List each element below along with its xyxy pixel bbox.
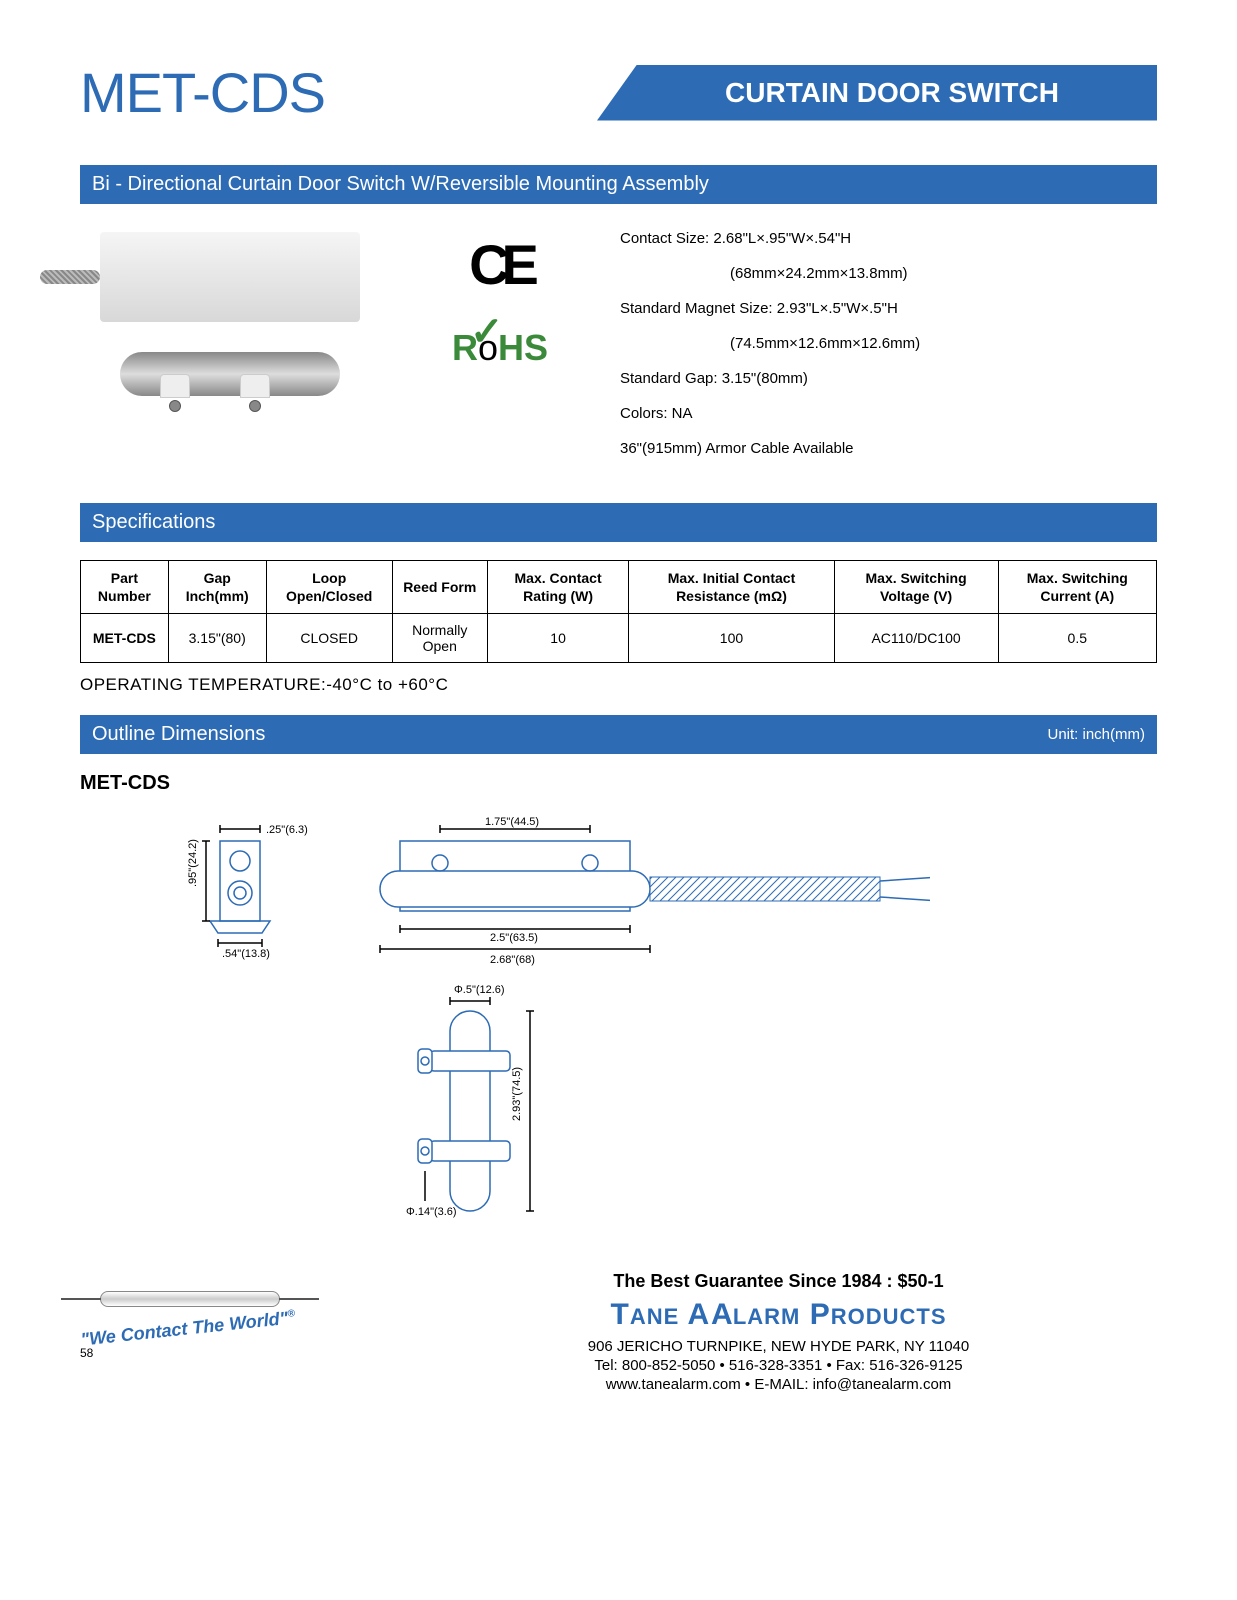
specifications-header: Specifications: [80, 503, 1157, 542]
svg-text:Φ.5"(12.6): Φ.5"(12.6): [454, 984, 505, 996]
standard-gap: Standard Gap: 3.15"(80mm): [620, 368, 1157, 389]
contact-size-mm: (68mm×24.2mm×13.8mm): [620, 263, 1157, 284]
footer-web: www.tanealarm.com • E-MAIL: info@taneala…: [400, 1376, 1157, 1393]
reed-switch-icon: [100, 1291, 280, 1307]
description-bar: Bi - Directional Curtain Door Switch W/R…: [80, 165, 1157, 204]
colors: Colors: NA: [620, 403, 1157, 424]
overview-row: CE ✓ RoHS Contact Size: 2.68"L×.95"W×.54…: [80, 222, 1157, 473]
col-reed: Reed Form: [392, 561, 487, 614]
outline-subhead: MET-CDS: [80, 772, 1157, 795]
contact-image: [100, 232, 360, 322]
svg-text:2.93"(74.5): 2.93"(74.5): [511, 1067, 523, 1121]
svg-text:.95"(24.2): .95"(24.2): [187, 839, 199, 887]
col-current: Max. Switching Current (A): [998, 561, 1156, 614]
slogan-text: "We Contact The World": [80, 1308, 289, 1350]
header-row: MET-CDS CURTAIN DOOR SWITCH: [80, 60, 1157, 125]
cell-partnum: MET-CDS: [81, 614, 169, 663]
title-banner: CURTAIN DOOR SWITCH: [597, 65, 1157, 121]
magnet-size: Standard Magnet Size: 2.93"L×.5"W×.5"H: [620, 298, 1157, 319]
col-loop: Loop Open/Closed: [266, 561, 392, 614]
svg-text:.54"(13.8): .54"(13.8): [222, 948, 270, 960]
cell-rating: 10: [487, 614, 629, 663]
footer: "We Contact The World"® 58 The Best Guar…: [80, 1271, 1157, 1395]
checkmark-icon: ✓: [470, 309, 504, 355]
ce-mark-icon: CE: [469, 232, 531, 297]
spec-row: MET-CDS 3.15"(80) CLOSED Normally Open 1…: [81, 614, 1157, 663]
magnet-clip: [240, 374, 268, 418]
contact-size: Contact Size: 2.68"L×.95"W×.54"H: [620, 228, 1157, 249]
svg-text:2.68"(68): 2.68"(68): [490, 954, 535, 966]
spec-table: Part Number Gap Inch(mm) Loop Open/Close…: [80, 560, 1157, 663]
footer-phone: Tel: 800-852-5050 • 516-328-3351 • Fax: …: [400, 1357, 1157, 1374]
col-partnum: Part Number: [81, 561, 169, 614]
outline-unit: Unit: inch(mm): [1047, 726, 1145, 743]
details-column: Contact Size: 2.68"L×.95"W×.54"H (68mm×2…: [620, 222, 1157, 473]
cell-loop: CLOSED: [266, 614, 392, 663]
outline-header: Outline Dimensions: [92, 723, 265, 746]
cell-resistance: 100: [629, 614, 834, 663]
col-contact-rating: Max. Contact Rating (W): [487, 561, 629, 614]
col-resistance: Max. Initial Contact Resistance (mΩ): [629, 561, 834, 614]
svg-text:.25"(6.3): .25"(6.3): [266, 824, 308, 836]
product-code: MET-CDS: [80, 60, 325, 125]
cell-voltage: AC110/DC100: [834, 614, 998, 663]
cable: 36"(915mm) Armor Cable Available: [620, 438, 1157, 459]
footer-left: "We Contact The World"® 58: [80, 1271, 360, 1360]
col-gap: Gap Inch(mm): [168, 561, 266, 614]
svg-text:1.75"(44.5): 1.75"(44.5): [485, 816, 539, 828]
svg-text:2.5"(63.5): 2.5"(63.5): [490, 932, 538, 944]
spec-header-row: Part Number Gap Inch(mm) Loop Open/Close…: [81, 561, 1157, 614]
magnet-clip: [160, 374, 188, 418]
footer-company: TANE AALARM PRODUCTS: [400, 1298, 1157, 1332]
cell-current: 0.5: [998, 614, 1156, 663]
certification-column: CE ✓ RoHS: [410, 222, 590, 473]
footer-right: The Best Guarantee Since 1984 : $50-1 TA…: [400, 1271, 1157, 1395]
cell-reed: Normally Open: [392, 614, 487, 663]
magnet-image: [120, 352, 340, 396]
cell-gap: 3.15"(80): [168, 614, 266, 663]
col-voltage: Max. Switching Voltage (V): [834, 561, 998, 614]
magnet-size-mm: (74.5mm×12.6mm×12.6mm): [620, 333, 1157, 354]
page-number: 58: [80, 1346, 360, 1360]
footer-address: 906 JERICHO TURNPIKE, NEW HYDE PARK, NY …: [400, 1338, 1157, 1355]
footer-slogan: "We Contact The World"®: [80, 1301, 361, 1351]
footer-tagline: The Best Guarantee Since 1984 : $50-1: [400, 1271, 1157, 1292]
svg-text:Φ.14"(3.6): Φ.14"(3.6): [406, 1206, 457, 1218]
operating-temperature: OPERATING TEMPERATURE:-40°C to +60°C: [80, 675, 1157, 695]
outline-header-bar: Outline Dimensions Unit: inch(mm): [80, 715, 1157, 754]
product-image-column: [80, 222, 380, 473]
diagram-area: .25"(6.3) .95"(24.2) .54"(13.8): [80, 811, 1157, 1231]
slogan-mark: ®: [287, 1309, 295, 1321]
rohs-mark-icon: ✓ RoHS: [452, 327, 548, 369]
outline-diagram: .25"(6.3) .95"(24.2) .54"(13.8): [170, 811, 930, 1231]
